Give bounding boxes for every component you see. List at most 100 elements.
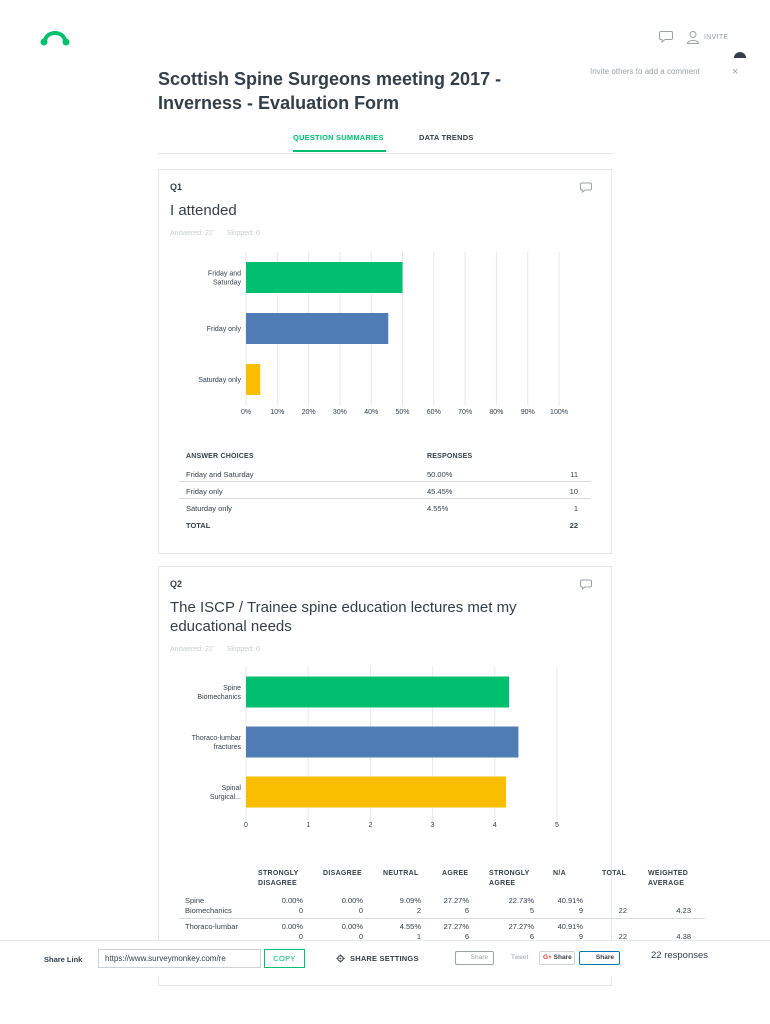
total-value: 22 (569, 521, 578, 530)
cell-count: 2 (416, 906, 421, 915)
facebook-share-button[interactable]: Share (455, 951, 494, 965)
column-header-strongly-disagree: STRONGLY DISAGREE (258, 870, 299, 887)
bar[interactable] (246, 313, 389, 344)
cell-total: 22 (618, 906, 627, 915)
answer-choice: Friday only (186, 487, 223, 496)
response-percent: 45.45% (427, 487, 453, 496)
invite-hint: Invite others to add a comment (590, 67, 700, 76)
cloud-icon (734, 52, 746, 58)
linkedin-share-button[interactable]: Share (579, 951, 620, 965)
cell-percent: 0.00% (281, 922, 303, 931)
cell-percent: 40.91% (557, 922, 583, 931)
row-divider (179, 918, 705, 919)
comment-icon[interactable] (580, 579, 592, 590)
answer-choice: Friday and Saturday (186, 470, 254, 479)
google-plus-share-label: Share (553, 954, 572, 961)
row-label: Thoraco-lumbar (185, 922, 238, 931)
x-tick-label: 30% (333, 409, 347, 416)
x-tick-label: 80% (489, 409, 503, 416)
x-tick-label: 0 (244, 822, 248, 829)
bar-chart-q2: 0 1 2 3 4 5 Spine Biomechanics Thoraco-lumbar fra… (192, 667, 559, 829)
column-header-weighted-average: WEIGHTED AVERAGE (648, 870, 689, 887)
comment-icon[interactable] (659, 30, 673, 43)
table-row: Friday and Saturday 50.00% 11 (179, 465, 591, 482)
google-plus-share-button[interactable]: G+ Share (539, 951, 575, 965)
row-label: Spine Biomechanics (185, 896, 232, 915)
column-header-agree: AGREE (442, 870, 469, 877)
response-percent: 50.00% (427, 470, 453, 479)
bar[interactable] (246, 676, 510, 708)
bar[interactable] (246, 776, 506, 808)
x-tick-label: 70% (458, 409, 472, 416)
page-title: Scottish Spine Surgeons meeting 2017 - I… (158, 69, 502, 113)
cell-count: 6 (464, 932, 469, 941)
tab-question-summaries[interactable]: QUESTION SUMMARIES (293, 133, 384, 142)
share-url-input[interactable]: https://www.surveymonkey.com/re (98, 949, 261, 968)
tab-bar: QUESTION SUMMARIES DATA TRENDS (158, 128, 613, 154)
y-tick-label: Thoraco-lumbar (192, 735, 242, 742)
y-tick-label: Saturday (213, 280, 242, 287)
question-card-q1: Q1 I attended Answered: 22 Skipped: 0 0%… (158, 169, 612, 554)
share-link-label: Share Link (44, 955, 83, 964)
column-header-answer-choices: ANSWER CHOICES (186, 453, 254, 460)
comment-icon[interactable] (580, 182, 592, 193)
bar[interactable] (246, 262, 403, 293)
cell-percent: 0.00% (341, 922, 363, 931)
y-tick-label: Spine (223, 685, 241, 692)
cell-weighted-average: 4.23 (676, 906, 691, 915)
responses-count: 22 responses (651, 950, 709, 961)
y-tick-label: Biomechanics (197, 694, 241, 701)
table-row: Saturday only 4.55% 1 (179, 499, 591, 516)
skipped-count: Skipped: 0 (226, 646, 260, 653)
y-tick-label: Friday and (208, 271, 241, 278)
bar[interactable] (246, 364, 261, 395)
x-tick-label: 90% (521, 409, 535, 416)
copy-button[interactable]: COPY (264, 949, 305, 968)
answered-count: Answered: 22 (170, 646, 213, 653)
table-total-row: TOTAL 22 (179, 516, 591, 533)
bar[interactable] (246, 726, 519, 758)
cell-count: 0 (298, 906, 303, 915)
question-number: Q1 (170, 182, 183, 192)
cell-percent: 27.27% (443, 922, 469, 931)
x-tick-label: 1 (306, 822, 310, 829)
y-tick-label: Spinal (222, 785, 242, 792)
gear-icon (336, 954, 345, 963)
cell-percent: 27.27% (443, 896, 469, 905)
share-settings-button[interactable]: SHARE SETTINGS (336, 954, 419, 963)
table-row: Friday only 45.45% 10 (179, 482, 591, 499)
x-tick-label: 4 (493, 822, 497, 829)
cell-count: 6 (464, 906, 469, 915)
cell-percent: 9.09% (399, 896, 421, 905)
column-header-strongly-agree: STRONGLY AGREE (489, 870, 530, 887)
cell-count: 9 (578, 932, 583, 941)
tab-data-trends[interactable]: DATA TRENDS (419, 133, 474, 142)
share-bar: Share Link https://www.surveymonkey.com/… (0, 940, 770, 976)
x-tick-label: 40% (364, 409, 378, 416)
user-icon (686, 31, 700, 44)
cell-percent: 0.00% (281, 896, 303, 905)
cell-percent: 0.00% (341, 896, 363, 905)
column-header-na: N/A (553, 870, 566, 877)
close-icon[interactable]: × (732, 66, 739, 78)
response-percent: 4.55% (427, 504, 449, 513)
x-tick-label: 10% (270, 409, 284, 416)
surveymonkey-logo-icon[interactable] (40, 28, 70, 46)
tweet-button[interactable]: Tweet (511, 954, 529, 961)
invite-button[interactable]: INVITE (686, 30, 728, 44)
question-number: Q2 (170, 579, 183, 589)
response-count: 1 (573, 504, 578, 513)
cell-percent: 27.27% (508, 922, 534, 931)
cell-total: 22 (618, 932, 627, 941)
x-tick-label: 50% (395, 409, 409, 416)
total-label: TOTAL (186, 521, 211, 530)
y-tick-label: Friday only (207, 326, 242, 333)
column-header-total: TOTAL (602, 870, 627, 877)
share-settings-label: SHARE SETTINGS (350, 954, 419, 963)
answer-choice: Saturday only (186, 504, 232, 513)
cell-percent: 4.55% (399, 922, 421, 931)
cell-count: 0 (358, 906, 363, 915)
cell-count: 9 (578, 906, 583, 915)
cell-count: 0 (298, 932, 303, 941)
response-count: 10 (569, 487, 578, 496)
